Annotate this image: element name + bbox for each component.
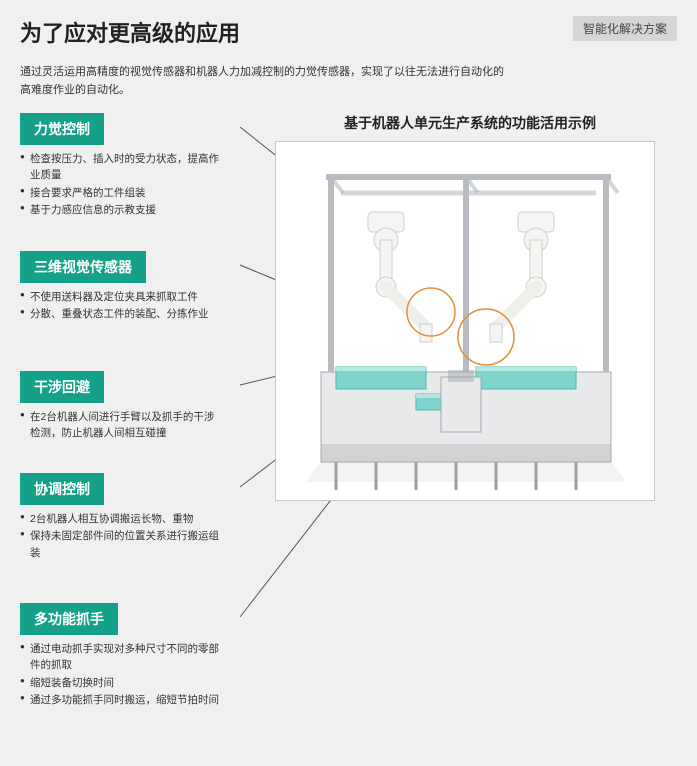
diagram-area: 基于机器人单元生产系统的功能活用示例 bbox=[270, 113, 670, 506]
feature-title: 三维视觉传感器 bbox=[20, 251, 146, 283]
feature-title: 干涉回避 bbox=[20, 371, 104, 403]
bullet-item: 分散、重叠状态工件的装配、分拣作业 bbox=[20, 306, 209, 322]
bullet-item: 保持未固定部件间的位置关系进行搬运组装 bbox=[20, 528, 220, 561]
robot-cell-illustration bbox=[275, 141, 655, 501]
intro-text: 通过灵活运用高精度的视觉传感器和机器人力加减控制的力觉传感器，实现了以往无法进行… bbox=[0, 56, 697, 113]
bullet-item: 基于力感应信息的示教支援 bbox=[20, 202, 220, 218]
page-title: 为了应对更高级的应用 bbox=[20, 16, 240, 48]
feature-block: 三维视觉传感器不使用送料器及定位夹具来抓取工件分散、重叠状态工件的装配、分拣作业 bbox=[20, 251, 209, 324]
bullet-item: 接合要求严格的工件组装 bbox=[20, 185, 220, 201]
bullet-item: 通过多功能抓手同时搬运，缩短节拍时间 bbox=[20, 692, 220, 708]
feature-title: 力觉控制 bbox=[20, 113, 104, 145]
feature-block: 干涉回避在2台机器人间进行手臂以及抓手的干涉检测，防止机器人间相互碰撞 bbox=[20, 371, 220, 443]
feature-title: 多功能抓手 bbox=[20, 603, 118, 635]
intro-line: 通过灵活运用高精度的视觉传感器和机器人力加减控制的力觉传感器，实现了以往无法进行… bbox=[20, 64, 677, 82]
bullet-item: 不使用送料器及定位夹具来抓取工件 bbox=[20, 289, 209, 305]
diagram-title: 基于机器人单元生产系统的功能活用示例 bbox=[270, 113, 670, 133]
bullet-item: 缩短装备切换时间 bbox=[20, 675, 220, 691]
feature-title: 协调控制 bbox=[20, 473, 104, 505]
intro-line: 高难度作业的自动化。 bbox=[20, 82, 677, 100]
bullet-item: 通过电动抓手实现对多种尺寸不同的零部件的抓取 bbox=[20, 641, 220, 674]
category-tag: 智能化解决方案 bbox=[573, 16, 677, 41]
feature-bullets: 在2台机器人间进行手臂以及抓手的干涉检测，防止机器人间相互碰撞 bbox=[20, 409, 220, 442]
feature-bullets: 通过电动抓手实现对多种尺寸不同的零部件的抓取缩短装备切换时间通过多功能抓手同时搬… bbox=[20, 641, 220, 708]
feature-block: 协调控制 2台机器人相互协调搬运长物、重物保持未固定部件间的位置关系进行搬运组装 bbox=[20, 473, 220, 562]
feature-bullets: 2台机器人相互协调搬运长物、重物保持未固定部件间的位置关系进行搬运组装 bbox=[20, 511, 220, 561]
feature-block: 力觉控制检查按压力、插入时的受力状态，提高作业质量接合要求严格的工件组装基于力感… bbox=[20, 113, 220, 219]
content-area: 力觉控制检查按压力、插入时的受力状态，提高作业质量接合要求严格的工件组装基于力感… bbox=[0, 113, 697, 763]
bullet-item: 2台机器人相互协调搬运长物、重物 bbox=[20, 511, 220, 527]
feature-bullets: 检查按压力、插入时的受力状态，提高作业质量接合要求严格的工件组装基于力感应信息的… bbox=[20, 151, 220, 218]
feature-block: 多功能抓手通过电动抓手实现对多种尺寸不同的零部件的抓取缩短装备切换时间通过多功能… bbox=[20, 603, 220, 709]
bullet-item: 在2台机器人间进行手臂以及抓手的干涉检测，防止机器人间相互碰撞 bbox=[20, 409, 220, 442]
feature-bullets: 不使用送料器及定位夹具来抓取工件分散、重叠状态工件的装配、分拣作业 bbox=[20, 289, 209, 323]
bullet-item: 检查按压力、插入时的受力状态，提高作业质量 bbox=[20, 151, 220, 184]
